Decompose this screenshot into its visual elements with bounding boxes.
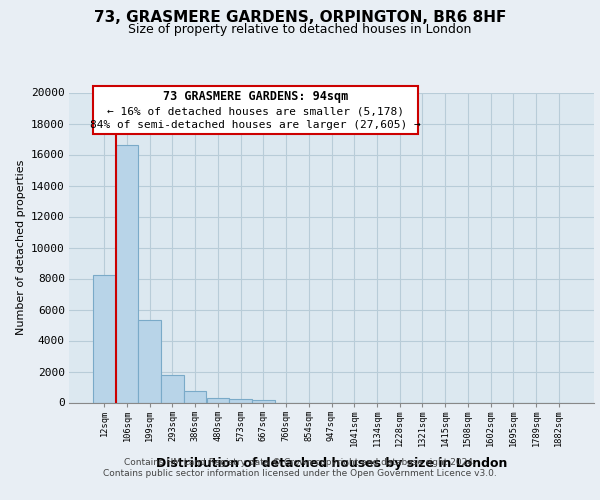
Bar bbox=[116, 145, 139, 403]
Text: 84% of semi-detached houses are larger (27,605) →: 84% of semi-detached houses are larger (… bbox=[90, 120, 421, 130]
Y-axis label: Number of detached properties: Number of detached properties bbox=[16, 160, 26, 335]
Bar bbox=[93, 276, 116, 402]
Text: Contains public sector information licensed under the Open Government Licence v3: Contains public sector information licen… bbox=[103, 470, 497, 478]
Bar bbox=[252, 400, 275, 402]
Text: 73 GRASMERE GARDENS: 94sqm: 73 GRASMERE GARDENS: 94sqm bbox=[163, 90, 348, 104]
Text: 73, GRASMERE GARDENS, ORPINGTON, BR6 8HF: 73, GRASMERE GARDENS, ORPINGTON, BR6 8HF bbox=[94, 10, 506, 25]
Text: ← 16% of detached houses are smaller (5,178): ← 16% of detached houses are smaller (5,… bbox=[107, 106, 404, 117]
Bar bbox=[206, 398, 229, 402]
Text: Size of property relative to detached houses in London: Size of property relative to detached ho… bbox=[128, 22, 472, 36]
Text: Contains HM Land Registry data © Crown copyright and database right 2024.: Contains HM Land Registry data © Crown c… bbox=[124, 458, 476, 467]
Bar bbox=[139, 320, 161, 402]
Bar bbox=[161, 374, 184, 402]
Bar bbox=[229, 399, 252, 402]
Bar bbox=[184, 391, 206, 402]
X-axis label: Distribution of detached houses by size in London: Distribution of detached houses by size … bbox=[156, 458, 507, 470]
